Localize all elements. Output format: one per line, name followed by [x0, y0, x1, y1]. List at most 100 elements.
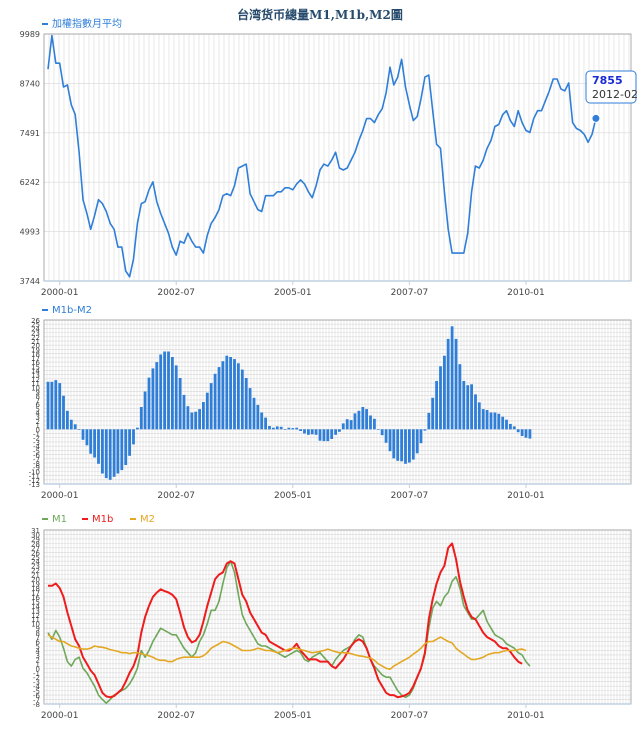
x-tick-label: 2000-01	[41, 491, 79, 501]
bar	[124, 429, 128, 465]
bar	[505, 419, 508, 430]
y-tick-label: 20	[31, 342, 40, 350]
plot-frame	[43, 319, 632, 485]
y-tick-label: 19	[31, 581, 40, 589]
y-tick-label: -8	[33, 701, 40, 709]
y-tick-label: 25	[31, 321, 40, 329]
bar	[474, 394, 477, 430]
bar	[136, 427, 139, 430]
y-tick-label: 16	[31, 594, 40, 602]
y-tick-label: 2	[36, 656, 40, 664]
y-tick-label: 21	[31, 572, 40, 580]
bar	[163, 351, 166, 430]
bar	[240, 369, 244, 430]
bar	[116, 429, 120, 474]
bar	[334, 429, 337, 435]
y-tick-label: -6	[33, 692, 41, 700]
y-tick-label: 1	[36, 422, 40, 430]
bar	[93, 429, 96, 458]
bar	[217, 367, 221, 430]
x-tick-label: 2007-07	[391, 288, 429, 298]
bar	[458, 364, 462, 430]
bar	[330, 429, 334, 439]
bar	[512, 426, 516, 430]
bar	[493, 412, 497, 430]
y-tick-label: -1	[33, 670, 40, 678]
bar	[411, 429, 415, 460]
bar	[73, 424, 77, 430]
bar	[46, 381, 50, 430]
x-tick-label: 2005-01	[274, 491, 312, 501]
y-tick-label: 7	[36, 634, 40, 642]
tooltip-value: 7855	[592, 74, 623, 87]
y-tick-label: 15	[31, 598, 40, 606]
y-tick-label: 12	[31, 376, 40, 384]
bar	[310, 429, 314, 435]
legend-label: M1	[52, 514, 67, 525]
plot-frame	[43, 529, 632, 705]
y-tick-label: 14	[31, 603, 40, 611]
y-tick-label: 29	[31, 536, 40, 544]
y-tick-label: -13	[29, 481, 40, 489]
bar	[209, 383, 213, 430]
bar	[264, 417, 267, 430]
y-tick-label: 3	[36, 652, 40, 660]
bar	[443, 355, 446, 430]
y-tick-label: -9	[33, 464, 40, 472]
bar	[361, 407, 365, 430]
bar	[139, 407, 143, 430]
bar	[466, 385, 470, 430]
y-tick-label: -10	[29, 468, 40, 476]
y-tick-label: 9989	[20, 30, 40, 39]
bar	[462, 381, 466, 430]
y-tick-label: 30	[31, 531, 40, 539]
bar	[190, 412, 194, 430]
bar	[151, 368, 155, 430]
y-tick-label: 3	[36, 414, 40, 422]
bar	[489, 412, 493, 430]
bar	[77, 429, 81, 430]
y-tick-label: 19	[31, 346, 40, 354]
bar	[104, 429, 108, 479]
bar	[268, 426, 271, 430]
y-tick-label: 8	[36, 630, 40, 638]
bar	[326, 429, 330, 442]
legend-label: 加權指數月平均	[52, 17, 122, 30]
y-tick-label: 14	[31, 367, 40, 375]
y-tick-label: 28	[31, 540, 40, 548]
bar	[159, 354, 163, 430]
y-tick-label: 23	[31, 330, 40, 338]
y-tick-label: -7	[33, 456, 40, 464]
bar	[509, 423, 512, 430]
y-tick-label: 5	[36, 405, 40, 413]
legend-label: M2	[140, 514, 155, 525]
y-tick-label: 6242	[20, 178, 40, 187]
x-tick-label: 2005-01	[274, 711, 312, 721]
x-tick-label: 2005-01	[274, 288, 312, 298]
y-tick-label: 13	[31, 607, 40, 615]
y-tick-label: -5	[33, 447, 40, 455]
bar	[237, 363, 240, 430]
bar	[299, 429, 302, 431]
bar	[132, 429, 135, 445]
y-tick-label: 11	[31, 616, 40, 624]
y-tick-label: 17	[31, 589, 40, 597]
x-tick-label: 2002-07	[157, 491, 195, 501]
bar	[427, 412, 431, 430]
bar	[178, 378, 182, 430]
bar	[396, 429, 400, 461]
bar	[415, 429, 419, 454]
bar	[69, 419, 73, 430]
x-tick-label: 2002-07	[157, 288, 195, 298]
y-tick-label: 8740	[20, 79, 40, 88]
bar	[349, 420, 353, 430]
page-title: 台湾货币總量M1,M1b,M2圖	[237, 8, 403, 22]
y-tick-label: -1	[33, 431, 40, 439]
bar	[384, 429, 388, 443]
bar	[400, 429, 403, 462]
y-tick-label: 27	[31, 545, 40, 553]
bar	[450, 326, 454, 430]
y-tick-label: -5	[33, 688, 40, 696]
bar	[167, 351, 170, 430]
